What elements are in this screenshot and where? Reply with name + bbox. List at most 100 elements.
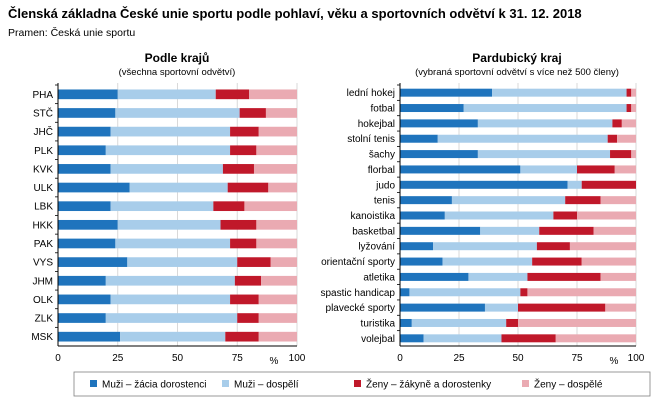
legend-label: Ženy – dospělé bbox=[534, 378, 603, 391]
regions-bar-segment bbox=[225, 331, 259, 342]
pardubice-bar-segment bbox=[569, 242, 636, 251]
regions-category-label: ZLK bbox=[35, 314, 54, 325]
pardubice-bar-segment bbox=[553, 211, 577, 220]
regions-category-label: JHČ bbox=[34, 125, 53, 138]
legend-swatch bbox=[222, 380, 229, 387]
regions-bar-segment bbox=[237, 313, 259, 323]
pardubice-x-tick-label: 50 bbox=[512, 353, 524, 364]
regions-panel-title: Podle krajů bbox=[145, 51, 210, 65]
regions-bar-segment bbox=[256, 145, 297, 156]
pardubice-bar-segment bbox=[612, 119, 622, 128]
regions-bar-segment bbox=[115, 238, 231, 249]
pardubice-bar-segment bbox=[614, 165, 636, 174]
pardubice-bar-segment bbox=[518, 318, 636, 327]
regions-bar-segment bbox=[58, 164, 111, 174]
pardubice-bar-segment bbox=[477, 150, 611, 159]
regions-bar-segment bbox=[58, 313, 106, 323]
pardubice-bar-segment bbox=[631, 88, 636, 97]
regions-panel-subtitle: (všechna sportovní odvětví) bbox=[119, 67, 236, 78]
pardubice-category-label: stolní tenis bbox=[347, 134, 395, 145]
regions-bar-segment bbox=[58, 126, 111, 137]
regions-bar-segment bbox=[270, 257, 297, 267]
regions-bar-segment bbox=[256, 238, 297, 249]
legend-swatch bbox=[522, 380, 529, 387]
pardubice-bar-segment bbox=[409, 288, 521, 297]
pardubice-category-label: volejbal bbox=[361, 334, 395, 345]
pardubice-x-tick-label: 0 bbox=[397, 353, 403, 364]
pardubice-bar-segment bbox=[400, 104, 464, 113]
pardubice-x-tick-label: 100 bbox=[628, 353, 645, 364]
pardubice-category-label: lyžování bbox=[358, 242, 395, 253]
regions-bar-segment bbox=[110, 126, 231, 137]
pardubice-panel-subtitle: (vybraná sportovní odvětví s více než 50… bbox=[415, 67, 619, 78]
pardubice-bar-segment bbox=[437, 134, 608, 143]
pardubice-bar-segment bbox=[477, 119, 613, 128]
regions-bar-segment bbox=[58, 294, 111, 305]
pardubice-bar-segment bbox=[577, 211, 636, 220]
regions-category-label: MSK bbox=[31, 332, 53, 343]
regions-category-label: KVK bbox=[33, 164, 53, 175]
pardubice-bar-segment bbox=[565, 196, 601, 205]
regions-bar-segment bbox=[58, 201, 111, 212]
pardubice-category-label: tenis bbox=[374, 196, 395, 207]
legend-swatch bbox=[90, 380, 97, 387]
pardubice-bar-segment bbox=[400, 334, 424, 343]
pardubice-bar-segment bbox=[400, 288, 410, 297]
pardubice-bar-segment bbox=[527, 288, 636, 297]
pardubice-bar-segment bbox=[520, 165, 577, 174]
regions-x-axis-label: % bbox=[270, 356, 279, 367]
pardubice-bar-segment bbox=[400, 119, 478, 128]
pardubice-x-axis-label: % bbox=[610, 356, 619, 367]
regions-category-label: OLK bbox=[33, 295, 53, 306]
pardubice-bar-segment bbox=[506, 318, 518, 327]
regions-bar-segment bbox=[105, 275, 235, 286]
regions-x-tick-label: 75 bbox=[232, 353, 244, 364]
pardubice-bar-segment bbox=[581, 257, 636, 266]
regions-bar-segment bbox=[58, 331, 121, 342]
pardubice-bar-segment bbox=[626, 88, 632, 97]
regions-bar-segment bbox=[58, 257, 128, 267]
pardubice-category-label: turistika bbox=[361, 318, 396, 329]
pardubice-bar-segment bbox=[527, 272, 601, 281]
pardubice-bar-segment bbox=[605, 303, 636, 312]
pardubice-bar-segment bbox=[400, 180, 568, 189]
pardubice-bar-segment bbox=[593, 226, 636, 235]
regions-bar-segment bbox=[256, 219, 297, 230]
pardubice-bar-segment bbox=[532, 257, 582, 266]
pardubice-bar-segment bbox=[400, 196, 452, 205]
pardubice-category-label: šachy bbox=[369, 150, 395, 161]
regions-bar-segment bbox=[215, 89, 250, 100]
regions-bar-segment bbox=[58, 89, 118, 100]
pardubice-bar-segment bbox=[463, 104, 627, 113]
regions-x-tick-label: 50 bbox=[172, 353, 184, 364]
pardubice-bar-segment bbox=[539, 226, 594, 235]
pardubice-bar-segment bbox=[621, 119, 636, 128]
regions-bar-segment bbox=[127, 257, 238, 267]
regions-bar-segment bbox=[105, 313, 238, 323]
pardubice-bar-segment bbox=[607, 134, 618, 143]
legend-swatch bbox=[354, 380, 361, 387]
regions-bar-segment bbox=[115, 108, 240, 118]
pardubice-bar-segment bbox=[501, 334, 556, 343]
pardubice-bar-segment bbox=[484, 303, 518, 312]
regions-bar-segment bbox=[58, 182, 130, 193]
regions-bar-segment bbox=[110, 164, 223, 174]
regions-bar-segment bbox=[268, 182, 297, 193]
regions-bar-segment bbox=[58, 108, 116, 118]
pardubice-bar-segment bbox=[600, 196, 636, 205]
regions-bar-segment bbox=[230, 145, 257, 156]
pardubice-x-tick-label: 75 bbox=[571, 353, 583, 364]
pardubice-bar-segment bbox=[631, 150, 636, 159]
pardubice-bar-segment bbox=[400, 88, 493, 97]
regions-bar-segment bbox=[213, 201, 245, 212]
regions-category-label: HKK bbox=[32, 220, 53, 231]
legend-label: Ženy – žákyně a dorostenky bbox=[366, 378, 491, 391]
regions-category-label: JHM bbox=[32, 276, 53, 287]
pardubice-bar-segment bbox=[400, 242, 434, 251]
regions-bar-segment bbox=[258, 313, 297, 323]
pardubice-category-label: orientační sporty bbox=[321, 257, 395, 268]
regions-bar-segment bbox=[227, 182, 269, 193]
pardubice-bar-segment bbox=[555, 334, 636, 343]
pardubice-bar-segment bbox=[610, 150, 632, 159]
regions-bar-segment bbox=[110, 294, 231, 305]
